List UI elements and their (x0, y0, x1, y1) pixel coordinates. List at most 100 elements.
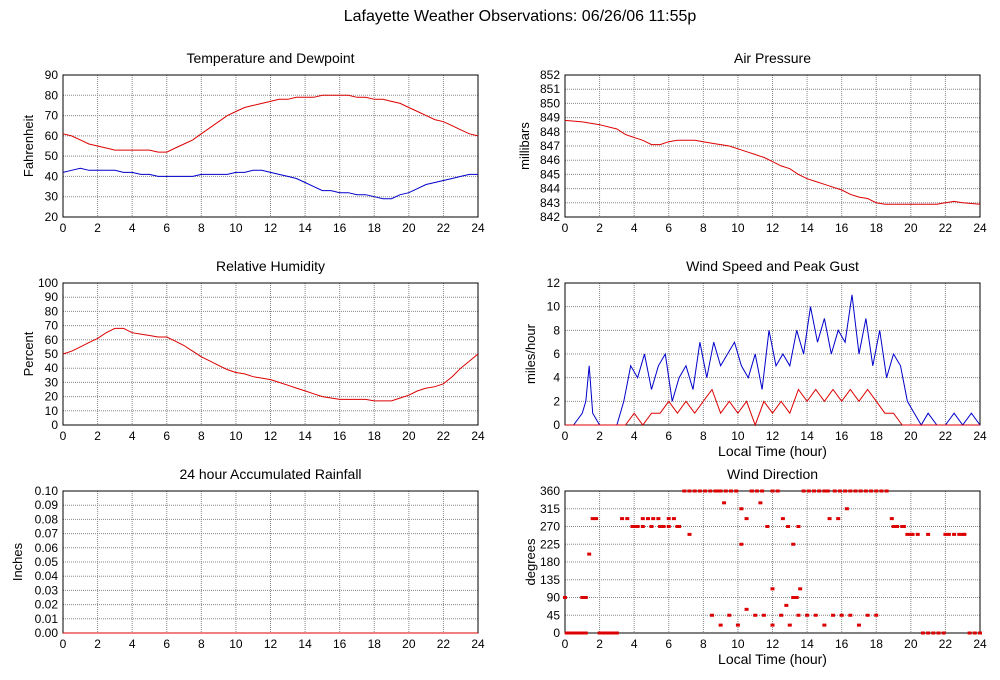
scatter-point (791, 542, 796, 546)
x-tick-label: 16 (333, 221, 347, 235)
x-tick-label: 12 (766, 429, 780, 443)
scatter-point (723, 489, 728, 493)
x-tick-label: 2 (94, 221, 101, 235)
y-tick-label: 50 (45, 347, 59, 361)
x-tick-label: 8 (700, 221, 707, 235)
x-tick-label: 14 (298, 637, 312, 651)
scatter-point (905, 532, 910, 536)
x-tick-label: 10 (731, 221, 745, 235)
scatter-point (844, 507, 849, 511)
x-tick-label: 6 (163, 429, 170, 443)
y-tick-label: 852 (540, 68, 560, 82)
scatter-point (858, 489, 863, 493)
x-tick-label: 0 (60, 221, 67, 235)
scatter-point (926, 532, 931, 536)
scatter-point (920, 631, 925, 635)
y-tick-label: 225 (540, 537, 560, 551)
y-tick-label: 848 (540, 125, 560, 139)
scatter-point (692, 489, 697, 493)
scatter-point (749, 489, 754, 493)
series-line-0 (62, 327, 479, 402)
scatter-point (604, 631, 609, 635)
x-tick-label: 20 (402, 637, 416, 651)
x-tick-label: 6 (665, 637, 672, 651)
scatter-point (796, 525, 801, 528)
scatter-point (580, 631, 585, 635)
y-tick-label: 4 (553, 371, 560, 385)
scatter-point (794, 596, 799, 599)
scatter-point (625, 517, 630, 521)
scatter-point (682, 489, 687, 493)
y-tick-label: 30 (45, 190, 59, 204)
scatter-point (735, 623, 740, 627)
x-tick-label: 16 (835, 429, 849, 443)
x-tick-label: 10 (229, 221, 243, 235)
x-tick-label: 12 (766, 221, 780, 235)
chart-title: Air Pressure (734, 50, 811, 66)
scatter-point (839, 613, 844, 617)
x-tick-label: 20 (904, 429, 918, 443)
scatter-point (744, 517, 749, 521)
scatter-point (786, 525, 791, 528)
scatter-point (744, 607, 749, 611)
scatter-point (575, 631, 580, 635)
y-tick-label: 846 (540, 153, 560, 167)
y-tick-label: 180 (540, 555, 560, 569)
x-tick-label: 22 (437, 429, 451, 443)
scatter-point (889, 517, 894, 521)
x-tick-label: 22 (939, 637, 953, 651)
chart-title: Wind Speed and Peak Gust (686, 258, 859, 274)
scatter-point (754, 489, 759, 493)
x-tick-label: 22 (437, 637, 451, 651)
scatter-point (715, 489, 720, 493)
x-tick-label: 10 (229, 429, 243, 443)
x-tick-label: 14 (800, 637, 814, 651)
scatter-point (960, 532, 965, 536)
scatter-point (675, 525, 680, 528)
y-tick-label: 850 (540, 96, 560, 110)
scatter-point (787, 623, 792, 627)
x-tick-label: 24 (973, 637, 987, 651)
y-axis-label: Percent (21, 331, 36, 376)
scatter-point (640, 525, 645, 528)
plot-frame (62, 74, 479, 218)
scatter-point (718, 489, 723, 493)
y-tick-label: 6 (553, 347, 560, 361)
y-tick-label: 0 (553, 418, 560, 432)
scatter-point (564, 631, 569, 635)
scatter-point (936, 631, 941, 635)
scatter-point (580, 596, 585, 599)
y-axis-label: millibars (517, 122, 532, 170)
scatter-point (926, 631, 931, 635)
scatter-point (607, 631, 612, 635)
scatter-point (635, 525, 640, 528)
x-tick-label: 16 (333, 637, 347, 651)
y-tick-label: 20 (45, 390, 59, 404)
y-tick-label: 0.09 (35, 498, 59, 512)
x-tick-label: 6 (665, 221, 672, 235)
y-tick-label: 30 (45, 375, 59, 389)
y-tick-label: 40 (45, 169, 59, 183)
x-tick-label: 8 (700, 429, 707, 443)
scatter-point (784, 603, 789, 607)
x-axis-label: Local Time (hour) (718, 651, 827, 667)
x-tick-label: 2 (94, 637, 101, 651)
plot-frame (564, 282, 981, 426)
y-tick-label: 851 (540, 82, 560, 96)
scatter-point (891, 525, 896, 528)
x-tick-label: 0 (562, 429, 569, 443)
scatter-point (848, 613, 853, 617)
x-tick-label: 18 (870, 637, 884, 651)
chart-title: Temperature and Dewpoint (186, 50, 354, 66)
x-tick-label: 16 (835, 637, 849, 651)
x-tick-label: 24 (973, 221, 987, 235)
scatter-point (874, 613, 879, 617)
y-tick-label: 847 (540, 139, 560, 153)
y-tick-label: 100 (38, 276, 58, 290)
plot-frame (564, 74, 981, 218)
scatter-point (587, 552, 592, 556)
y-axis-label: Fahrenheit (21, 115, 36, 178)
scatter-point (646, 517, 650, 521)
scatter-point (863, 489, 868, 493)
